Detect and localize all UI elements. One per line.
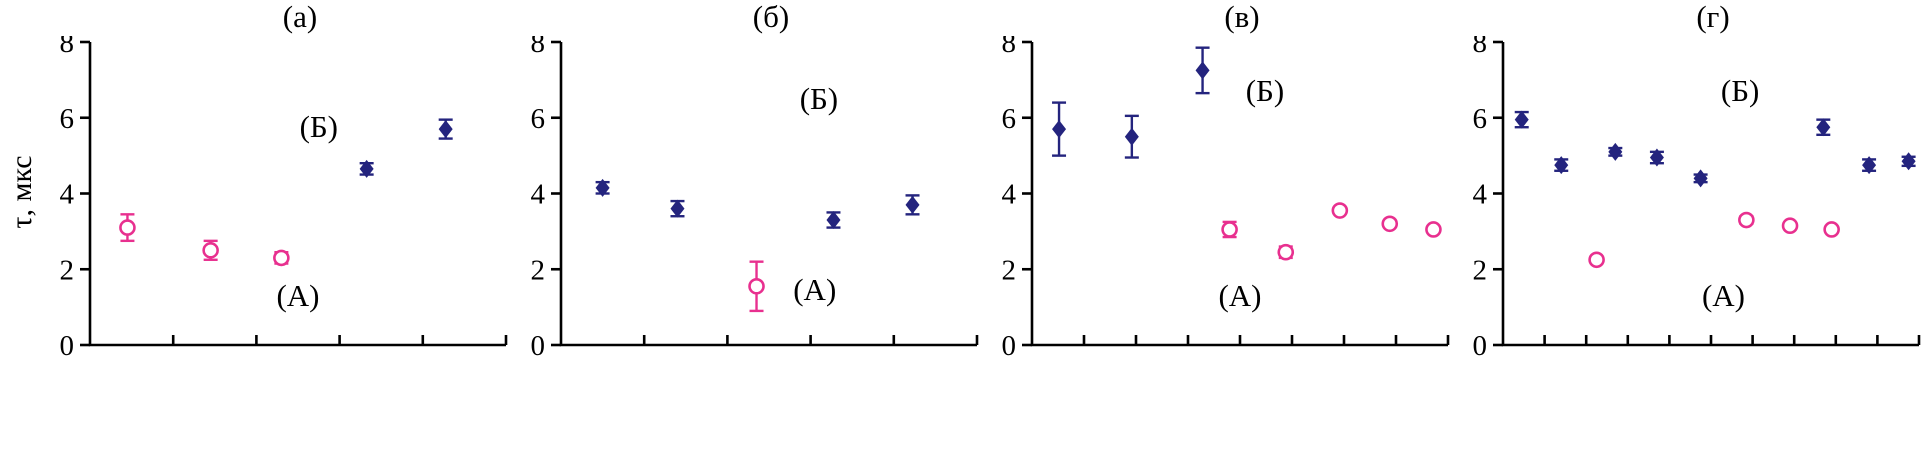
- axes: 0 2 4 6 8: [1473, 36, 1921, 362]
- data-point-diamond: [905, 195, 920, 214]
- panel-a: (а) 0 2 4 6 8 (Б) (А): [44, 0, 515, 453]
- data-point-circle: [1425, 221, 1442, 238]
- series-Б: [359, 118, 453, 178]
- data-point-circle: [1823, 221, 1840, 238]
- scatter-plot-g: 0 2 4 6 8 (Б) (А): [1473, 36, 1921, 362]
- panel-g-title: (г): [1696, 0, 1730, 34]
- scatter-plot-b: 0 2 4 6 8 (Б) (А): [531, 36, 979, 362]
- data-point-circle: [1331, 202, 1349, 219]
- annotations: (Б) (А): [1218, 73, 1284, 313]
- data-point-diamond: [1608, 142, 1623, 161]
- y-tick-label: 6: [1002, 103, 1017, 135]
- series-label-annotation: (А): [1218, 278, 1261, 313]
- series-Б: [1514, 110, 1916, 188]
- annotations: (Б) (А): [793, 81, 838, 307]
- data-point-circle: [1781, 217, 1799, 234]
- y-tick-label: 4: [1002, 179, 1017, 211]
- data-point-diamond: [1052, 120, 1067, 139]
- panel-v-title: (в): [1224, 0, 1260, 34]
- data-point-diamond: [826, 211, 841, 230]
- y-tick-label: 6: [531, 103, 546, 135]
- series-А: [1221, 202, 1442, 261]
- data-point-diamond: [670, 199, 685, 218]
- y-tick-label: 4: [60, 179, 75, 211]
- series-label-annotation: (А): [793, 272, 836, 307]
- series-label-annotation: (А): [276, 278, 319, 313]
- y-tick-label: 8: [60, 36, 75, 59]
- data-point-diamond: [1693, 169, 1708, 188]
- panels-row: (а) 0 2 4 6 8 (Б) (А) (б) 0 2 4 6 8 (Б) (А) (в) 0 2 4 6…: [44, 0, 1928, 453]
- data-point-diamond: [595, 178, 610, 197]
- data-point-circle: [1221, 221, 1238, 238]
- panel-b-title: (б): [752, 0, 790, 34]
- y-tick-label: 6: [1473, 103, 1488, 135]
- series-А: [1588, 211, 1840, 269]
- series-Б: [595, 178, 920, 230]
- panel-b: (б) 0 2 4 6 8 (Б) (А): [515, 0, 986, 453]
- data-point-circle: [1588, 251, 1605, 269]
- series-Б: [1052, 46, 1210, 159]
- series-label-annotation: (Б): [300, 109, 338, 144]
- y-tick-label: 0: [531, 330, 546, 362]
- series-label-annotation: (Б): [800, 81, 838, 116]
- data-point-circle: [1738, 211, 1755, 229]
- series-А: [748, 260, 765, 313]
- annotations: (Б) (А): [1702, 73, 1759, 313]
- data-point-circle: [119, 219, 136, 236]
- panel-v: (в) 0 2 4 6 8 (Б) (А): [986, 0, 1457, 453]
- panel-a-title: (а): [282, 0, 318, 34]
- y-tick-label: 4: [1473, 179, 1488, 211]
- y-tick-label: 8: [531, 36, 546, 59]
- data-point-diamond: [1862, 156, 1877, 175]
- annotations: (Б) (А): [276, 109, 338, 313]
- series-label-annotation: (А): [1702, 278, 1745, 313]
- series-label-annotation: (Б): [1246, 73, 1284, 108]
- y-tick-label: 8: [1473, 36, 1488, 59]
- data-point-circle: [202, 242, 219, 259]
- y-tick-label: 8: [1002, 36, 1017, 59]
- y-tick-label: 4: [531, 179, 546, 211]
- data-point-circle: [1381, 215, 1399, 233]
- panel-g: (г) 0 2 4 6 8 (Б) (А): [1457, 0, 1928, 453]
- data-point-circle: [748, 277, 765, 295]
- data-point-diamond: [1901, 152, 1916, 171]
- data-point-diamond: [1816, 118, 1831, 137]
- y-tick-label: 0: [60, 330, 75, 362]
- series-А: [119, 213, 290, 267]
- data-point-circle: [273, 249, 290, 267]
- data-point-diamond: [1195, 61, 1210, 80]
- y-tick-label: 2: [1002, 254, 1017, 286]
- y-tick-label: 2: [531, 254, 546, 286]
- axes: 0 2 4 6 8: [531, 36, 979, 362]
- data-point-diamond: [1649, 148, 1664, 167]
- series-label-annotation: (Б): [1721, 73, 1759, 108]
- data-point-diamond: [438, 120, 453, 139]
- scatter-plot-a: 0 2 4 6 8 (Б) (А): [60, 36, 508, 362]
- data-point-diamond: [1554, 156, 1569, 175]
- axes: 0 2 4 6 8: [1002, 36, 1450, 362]
- y-tick-label: 2: [1473, 254, 1488, 286]
- y-tick-label: 0: [1002, 330, 1017, 362]
- data-point-diamond: [1124, 127, 1139, 146]
- scatter-plot-v: 0 2 4 6 8 (Б) (А): [1002, 36, 1450, 362]
- data-point-diamond: [359, 159, 374, 178]
- y-axis-label: τ, мкс: [5, 155, 38, 229]
- y-tick-label: 6: [60, 103, 75, 135]
- axes: 0 2 4 6 8: [60, 36, 508, 362]
- data-point-circle: [1277, 243, 1295, 261]
- y-tick-label: 0: [1473, 330, 1488, 362]
- data-point-diamond: [1514, 110, 1529, 129]
- y-tick-label: 2: [60, 254, 75, 286]
